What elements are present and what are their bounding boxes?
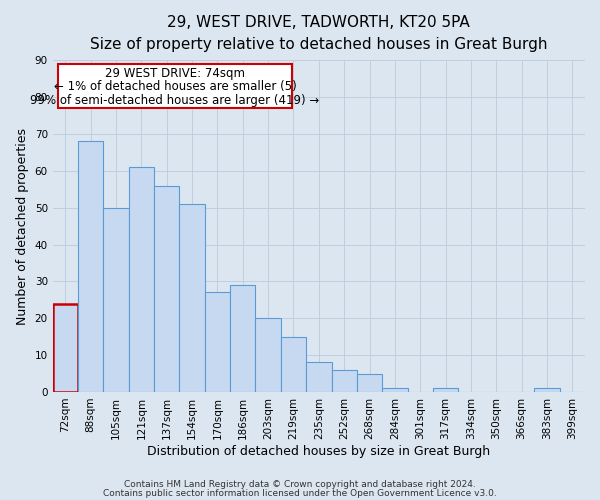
Bar [306,362,332,392]
Text: 99% of semi-detached houses are larger (419) →: 99% of semi-detached houses are larger (… [31,94,320,107]
Bar [382,388,407,392]
Bar [433,388,458,392]
Bar [281,336,306,392]
Bar [53,304,78,392]
Y-axis label: Number of detached properties: Number of detached properties [16,128,29,324]
Bar [179,204,205,392]
Bar [357,374,382,392]
Title: 29, WEST DRIVE, TADWORTH, KT20 5PA
Size of property relative to detached houses : 29, WEST DRIVE, TADWORTH, KT20 5PA Size … [90,15,548,52]
Bar [205,292,230,392]
Text: Contains HM Land Registry data © Crown copyright and database right 2024.: Contains HM Land Registry data © Crown c… [124,480,476,489]
Text: 29 WEST DRIVE: 74sqm: 29 WEST DRIVE: 74sqm [105,67,245,80]
Bar [154,186,179,392]
X-axis label: Distribution of detached houses by size in Great Burgh: Distribution of detached houses by size … [147,444,490,458]
Bar [78,142,103,392]
Bar [535,388,560,392]
Text: ← 1% of detached houses are smaller (5): ← 1% of detached houses are smaller (5) [54,80,296,94]
Bar [256,318,281,392]
Bar [103,208,129,392]
Bar [230,285,256,392]
FancyBboxPatch shape [58,64,292,108]
Bar [129,167,154,392]
Bar [332,370,357,392]
Text: Contains public sector information licensed under the Open Government Licence v3: Contains public sector information licen… [103,488,497,498]
